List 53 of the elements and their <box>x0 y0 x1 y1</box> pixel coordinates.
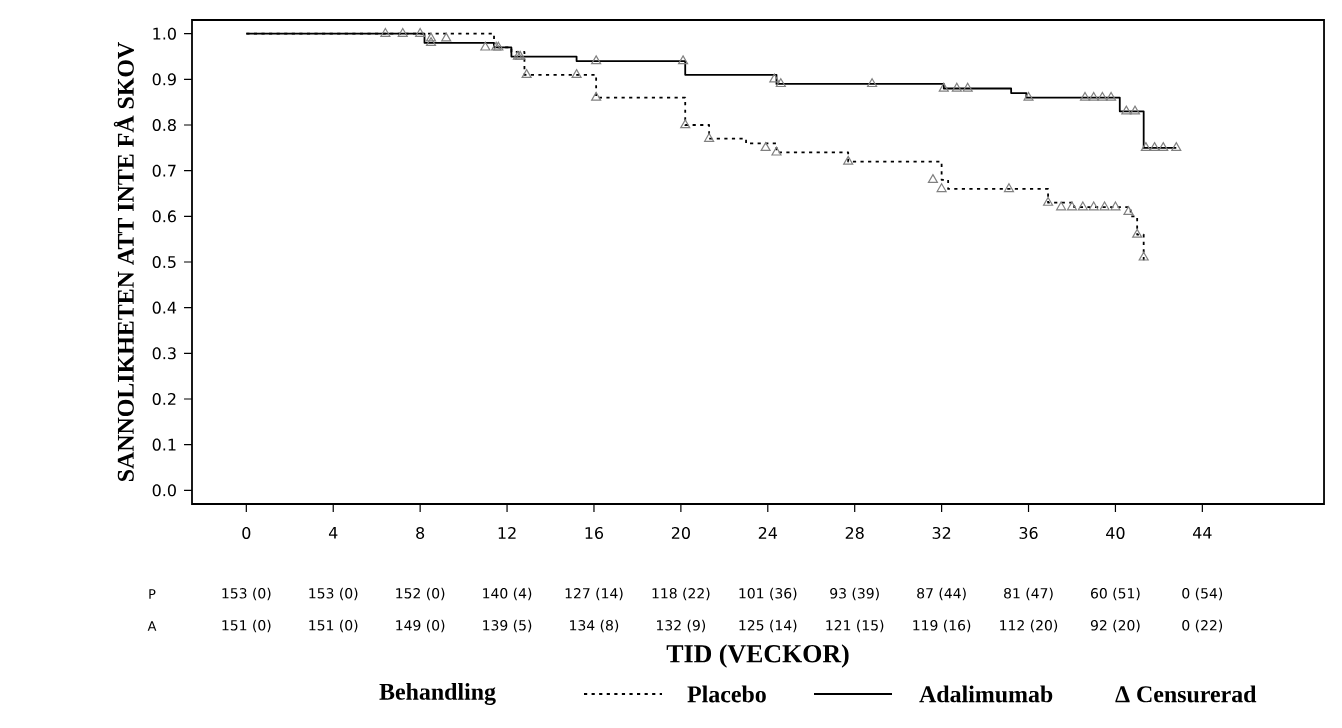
point <box>1079 91 1091 101</box>
point <box>1097 91 1108 101</box>
point <box>760 142 771 152</box>
point <box>397 27 408 37</box>
point <box>1132 228 1143 238</box>
point <box>1110 201 1121 211</box>
point <box>1121 105 1132 115</box>
point <box>962 82 973 92</box>
point <box>425 32 437 42</box>
point <box>769 73 780 83</box>
point <box>1140 142 1151 152</box>
point <box>775 78 786 88</box>
point <box>480 41 491 51</box>
point <box>380 27 391 37</box>
point <box>591 91 602 101</box>
point <box>521 69 532 78</box>
point <box>867 78 878 88</box>
point <box>425 37 437 47</box>
point <box>1066 201 1078 211</box>
legend-label: Adalimumab <box>919 685 1053 703</box>
point <box>927 174 939 183</box>
point <box>591 55 602 65</box>
point <box>415 27 426 37</box>
point <box>1088 201 1099 211</box>
text: Δ Censurerad <box>1115 685 1257 703</box>
point <box>1123 205 1134 215</box>
point <box>1056 201 1067 211</box>
point <box>677 55 689 65</box>
point <box>936 183 947 193</box>
legend-title: Behandling <box>379 683 496 705</box>
point <box>1088 91 1099 101</box>
point <box>571 69 582 78</box>
point <box>1099 201 1110 211</box>
point <box>843 155 854 165</box>
point <box>680 119 691 129</box>
y-axis-title: SANNOLIKHETEN ATT INTE FÅ SKOV <box>113 41 134 482</box>
point <box>1138 251 1149 261</box>
point <box>771 146 782 156</box>
point <box>1129 105 1141 115</box>
x-axis-title: TID (VECKOR) <box>666 644 849 668</box>
point <box>1171 142 1182 152</box>
point <box>1158 142 1169 152</box>
point <box>1023 91 1034 101</box>
point <box>1077 201 1088 211</box>
point <box>1003 183 1015 193</box>
point <box>951 82 962 92</box>
legend-label: Placebo <box>687 685 766 703</box>
point <box>704 132 715 142</box>
point <box>1149 142 1160 152</box>
point <box>1106 91 1117 101</box>
point <box>1042 196 1054 206</box>
point <box>938 82 949 92</box>
point <box>441 32 452 42</box>
